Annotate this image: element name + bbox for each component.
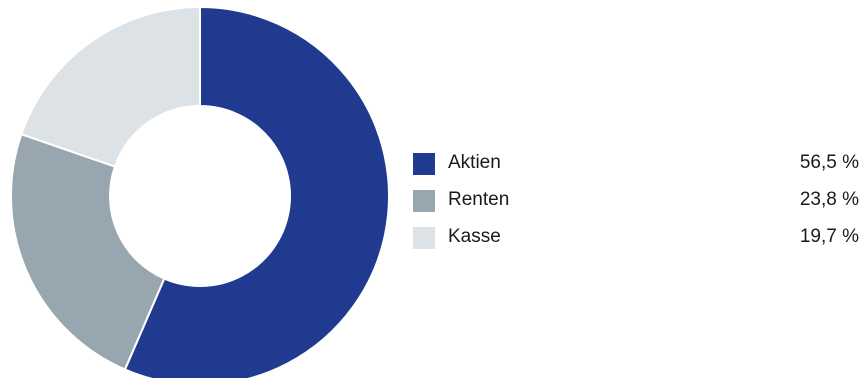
legend: Aktien 56,5 % Renten 23,8 % Kasse 19,7 %	[413, 150, 859, 261]
legend-item-aktien: Aktien 56,5 %	[413, 150, 859, 187]
legend-swatch-kasse	[413, 227, 435, 249]
legend-swatch-renten	[413, 190, 435, 212]
legend-label-kasse: Kasse	[448, 226, 501, 247]
legend-value-aktien: 56,5 %	[799, 152, 859, 173]
legend-value-kasse: 19,7 %	[799, 226, 859, 247]
legend-item-renten: Renten 23,8 %	[413, 187, 859, 224]
legend-label-renten: Renten	[448, 189, 510, 210]
donut-slice-renten	[10, 132, 166, 371]
donut-slice-aktien	[123, 5, 390, 378]
legend-label-aktien: Aktien	[448, 152, 501, 173]
legend-item-kasse: Kasse 19,7 %	[413, 224, 859, 261]
legend-swatch-aktien	[413, 153, 435, 175]
legend-value-renten: 23,8 %	[799, 189, 859, 210]
donut-chart	[10, 5, 390, 378]
donut-slice-kasse	[20, 5, 201, 168]
